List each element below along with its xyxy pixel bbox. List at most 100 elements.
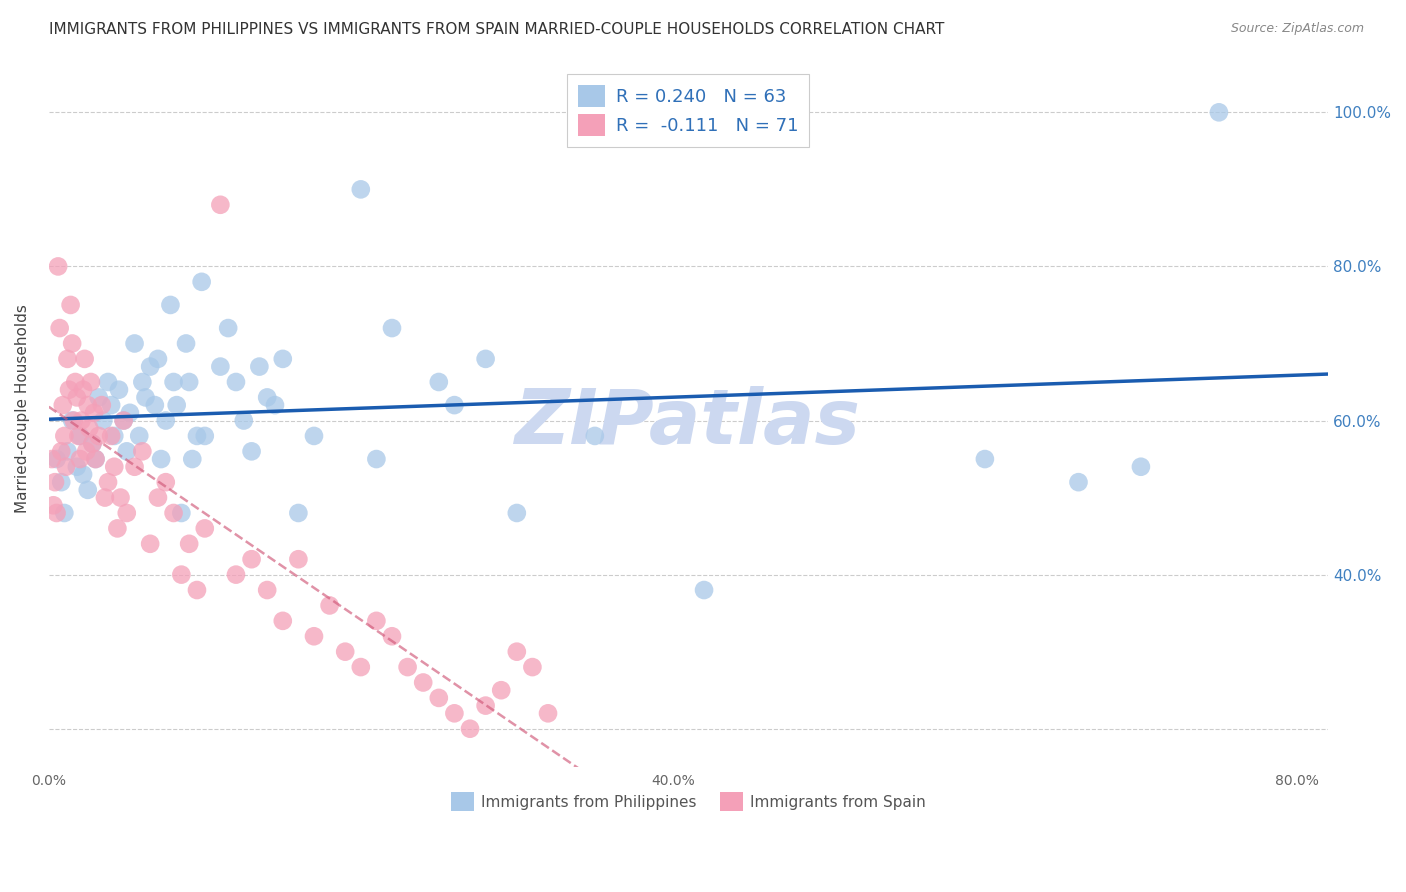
Point	[97, 475, 120, 490]
Point	[60, 413, 83, 427]
Point	[72, 383, 94, 397]
Y-axis label: Married-couple Households: Married-couple Households	[15, 304, 30, 514]
Point	[79, 421, 101, 435]
Point	[73, 351, 96, 366]
Point	[318, 599, 340, 613]
Point	[70, 413, 93, 427]
Point	[62, 413, 84, 427]
Point	[76, 483, 98, 497]
Point	[537, 706, 560, 721]
Point	[51, 444, 73, 458]
Point	[240, 444, 263, 458]
Point	[146, 351, 169, 366]
Point	[150, 452, 173, 467]
Point	[302, 629, 325, 643]
Point	[105, 521, 128, 535]
Point	[181, 452, 204, 467]
Point	[174, 336, 197, 351]
Point	[1067, 475, 1090, 490]
Point	[76, 398, 98, 412]
Text: ZIPatlas: ZIPatlas	[516, 386, 862, 460]
Point	[350, 660, 373, 674]
Point	[131, 444, 153, 458]
Point	[124, 459, 146, 474]
Point	[186, 429, 208, 443]
Point	[45, 506, 67, 520]
Point	[103, 459, 125, 474]
Point	[443, 398, 465, 412]
Point	[100, 398, 122, 412]
Point	[225, 375, 247, 389]
Point	[139, 537, 162, 551]
Point	[271, 351, 294, 366]
Point	[110, 491, 132, 505]
Point	[271, 614, 294, 628]
Point	[209, 359, 232, 374]
Point	[194, 521, 217, 535]
Point	[118, 406, 141, 420]
Point	[87, 391, 110, 405]
Point	[100, 429, 122, 443]
Point	[69, 452, 91, 467]
Point	[209, 198, 232, 212]
Point	[179, 537, 201, 551]
Point	[474, 698, 496, 713]
Point	[256, 391, 278, 405]
Point	[412, 675, 434, 690]
Point	[381, 321, 404, 335]
Point	[166, 398, 188, 412]
Point	[48, 321, 70, 335]
Point	[41, 452, 63, 467]
Point	[69, 429, 91, 443]
Point	[443, 706, 465, 721]
Point	[53, 429, 76, 443]
Point	[60, 336, 83, 351]
Point	[56, 444, 79, 458]
Point	[93, 413, 115, 427]
Point	[67, 429, 90, 443]
Point	[489, 683, 512, 698]
Point	[366, 614, 388, 628]
Point	[45, 452, 67, 467]
Point	[112, 413, 135, 427]
Point	[59, 298, 82, 312]
Point	[162, 506, 184, 520]
Point	[128, 429, 150, 443]
Point	[97, 375, 120, 389]
Point	[82, 436, 104, 450]
Point	[46, 260, 69, 274]
Point	[474, 351, 496, 366]
Point	[302, 429, 325, 443]
Point	[134, 391, 156, 405]
Point	[75, 444, 97, 458]
Point	[232, 413, 254, 427]
Point	[190, 275, 212, 289]
Text: IMMIGRANTS FROM PHILIPPINES VS IMMIGRANTS FROM SPAIN MARRIED-COUPLE HOUSEHOLDS C: IMMIGRANTS FROM PHILIPPINES VS IMMIGRANT…	[49, 22, 945, 37]
Point	[240, 552, 263, 566]
Point	[115, 506, 138, 520]
Point	[973, 452, 995, 467]
Point	[146, 491, 169, 505]
Point	[522, 660, 544, 674]
Text: Source: ZipAtlas.com: Source: ZipAtlas.com	[1230, 22, 1364, 36]
Point	[112, 413, 135, 427]
Point	[194, 429, 217, 443]
Point	[82, 436, 104, 450]
Point	[170, 506, 193, 520]
Point	[693, 582, 716, 597]
Point	[53, 506, 76, 520]
Point	[80, 375, 103, 389]
Point	[90, 398, 112, 412]
Point	[139, 359, 162, 374]
Point	[162, 375, 184, 389]
Point	[1129, 459, 1152, 474]
Point	[396, 660, 419, 674]
Point	[124, 336, 146, 351]
Point	[159, 298, 181, 312]
Point	[87, 429, 110, 443]
Point	[583, 429, 606, 443]
Point	[51, 475, 73, 490]
Point	[155, 475, 177, 490]
Point	[256, 582, 278, 597]
Point	[155, 413, 177, 427]
